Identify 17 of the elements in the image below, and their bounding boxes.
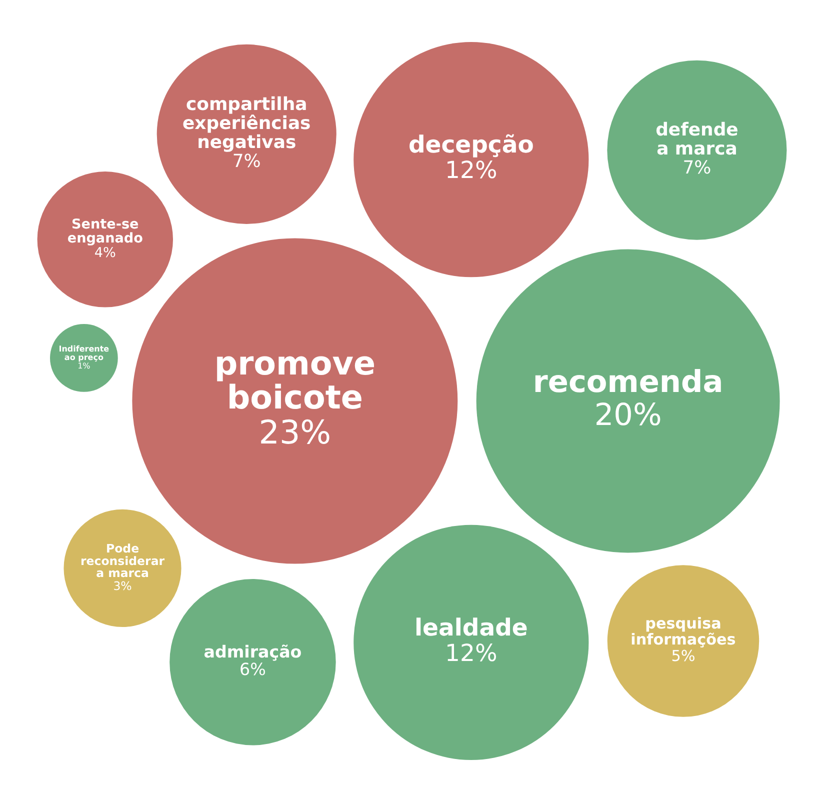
data-label: 7% (682, 158, 712, 179)
data-label: 1% (78, 361, 91, 370)
data-label: 4% (94, 245, 116, 262)
category-label: compartilha experiências negativas (182, 94, 311, 153)
category-label: defende a marca (656, 119, 738, 160)
data-label: 5% (671, 646, 696, 665)
data-label: 6% (240, 660, 266, 680)
data-label: 3% (113, 578, 132, 593)
data-label: 7% (232, 151, 261, 172)
category-label: pesquisa informações (630, 614, 736, 649)
category-label: recomenda (532, 365, 724, 400)
category-label: admiração (204, 642, 302, 662)
category-label: Pode reconsiderar a marca (80, 541, 165, 580)
category-label: decepção (408, 130, 534, 159)
data-label: 20% (594, 398, 662, 433)
category-label: Sente-se enganado (67, 216, 143, 247)
category-label: Indiferente ao preço (58, 344, 110, 362)
